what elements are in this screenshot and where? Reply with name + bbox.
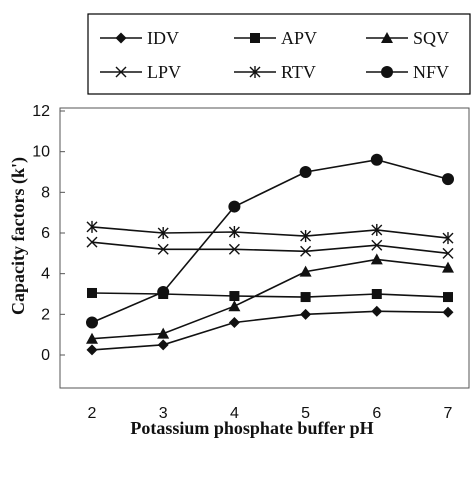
data-point: [86, 332, 98, 344]
legend-label: NFV: [413, 62, 449, 82]
y-tick-label: 12: [32, 103, 50, 120]
series-line: [91, 292, 449, 298]
x-tick-label: 6: [372, 405, 381, 422]
data-point: [299, 166, 312, 178]
x-tick-label: 4: [230, 405, 239, 422]
data-point: [370, 153, 383, 166]
y-tick-label: 4: [41, 266, 50, 283]
series-sqv: [86, 253, 454, 344]
data-point: [299, 265, 312, 277]
legend-marker: [115, 32, 127, 44]
data-point: [228, 200, 241, 213]
data-point: [157, 339, 169, 351]
y-tick-label: 8: [41, 184, 50, 201]
data-point: [157, 243, 169, 255]
data-point: [442, 306, 454, 318]
legend: IDV APV SQV LPV RTV NFV: [100, 28, 449, 82]
y-tick-label: 6: [41, 225, 50, 242]
series-line: [91, 310, 449, 351]
legend-item-lpv: LPV: [100, 62, 181, 82]
series-line: [91, 258, 449, 340]
legend-item-rtv: RTV: [234, 62, 316, 82]
series-rtv: [86, 220, 454, 245]
legend-marker: [249, 66, 261, 78]
data-point: [371, 239, 383, 251]
data-point: [86, 344, 98, 356]
data-point: [87, 287, 97, 298]
legend-label: SQV: [413, 28, 449, 48]
legend-item-sqv: SQV: [366, 28, 449, 48]
legend-marker: [381, 32, 393, 43]
y-axis: 0 2 4 6 8 10 12: [32, 103, 65, 364]
legend-box: [87, 13, 471, 95]
data-point: [442, 232, 454, 245]
data-point: [157, 285, 170, 298]
data-point: [443, 292, 453, 303]
data-point: [228, 243, 240, 255]
legend-marker: [250, 33, 260, 43]
data-point: [442, 173, 454, 186]
data-point: [228, 300, 241, 312]
x-tick-label: 3: [159, 405, 168, 422]
data-point: [370, 253, 383, 265]
x-tick-label: 7: [444, 405, 453, 422]
data-point: [229, 291, 240, 302]
legend-item-apv: APV: [234, 28, 317, 48]
legend-label: APV: [281, 28, 317, 48]
x-tick-label: 2: [88, 405, 97, 422]
x-axis: 2 3 4 5 6 7: [88, 405, 453, 422]
x-tick-label: 5: [301, 405, 310, 422]
legend-item-nfv: NFV: [366, 62, 449, 82]
data-point: [157, 327, 170, 339]
y-axis-title: Capacity factors (k'): [8, 157, 29, 315]
y-tick-label: 10: [32, 144, 50, 161]
series-nfv: [86, 153, 454, 329]
data-point: [86, 316, 98, 329]
legend-label: LPV: [147, 62, 181, 82]
y-tick-label: 2: [41, 306, 50, 323]
series-line: [91, 158, 449, 324]
data-point: [371, 305, 383, 317]
legend-item-idv: IDV: [100, 28, 179, 48]
series-idv: [86, 305, 454, 356]
x-axis-title: Potassium phosphate buffer pH: [130, 418, 373, 438]
data-point: [371, 223, 383, 236]
data-point: [300, 308, 312, 320]
series-layer: [86, 153, 454, 356]
y-tick-label: 0: [41, 347, 50, 364]
series-line: [91, 241, 449, 255]
legend-marker: [381, 66, 393, 78]
data-point: [157, 227, 169, 239]
data-point: [442, 261, 454, 273]
data-point: [371, 289, 382, 299]
series-line: [91, 226, 449, 239]
data-point: [300, 230, 312, 243]
legend-label: RTV: [281, 62, 316, 82]
data-point: [86, 220, 98, 233]
data-point: [300, 245, 312, 257]
series-lpv: [86, 236, 454, 259]
legend-marker: [115, 66, 127, 78]
data-point: [300, 292, 311, 303]
data-point: [228, 225, 240, 238]
data-point: [442, 247, 454, 259]
data-point: [228, 316, 240, 328]
data-point: [86, 236, 98, 248]
legend-label: IDV: [147, 28, 179, 48]
